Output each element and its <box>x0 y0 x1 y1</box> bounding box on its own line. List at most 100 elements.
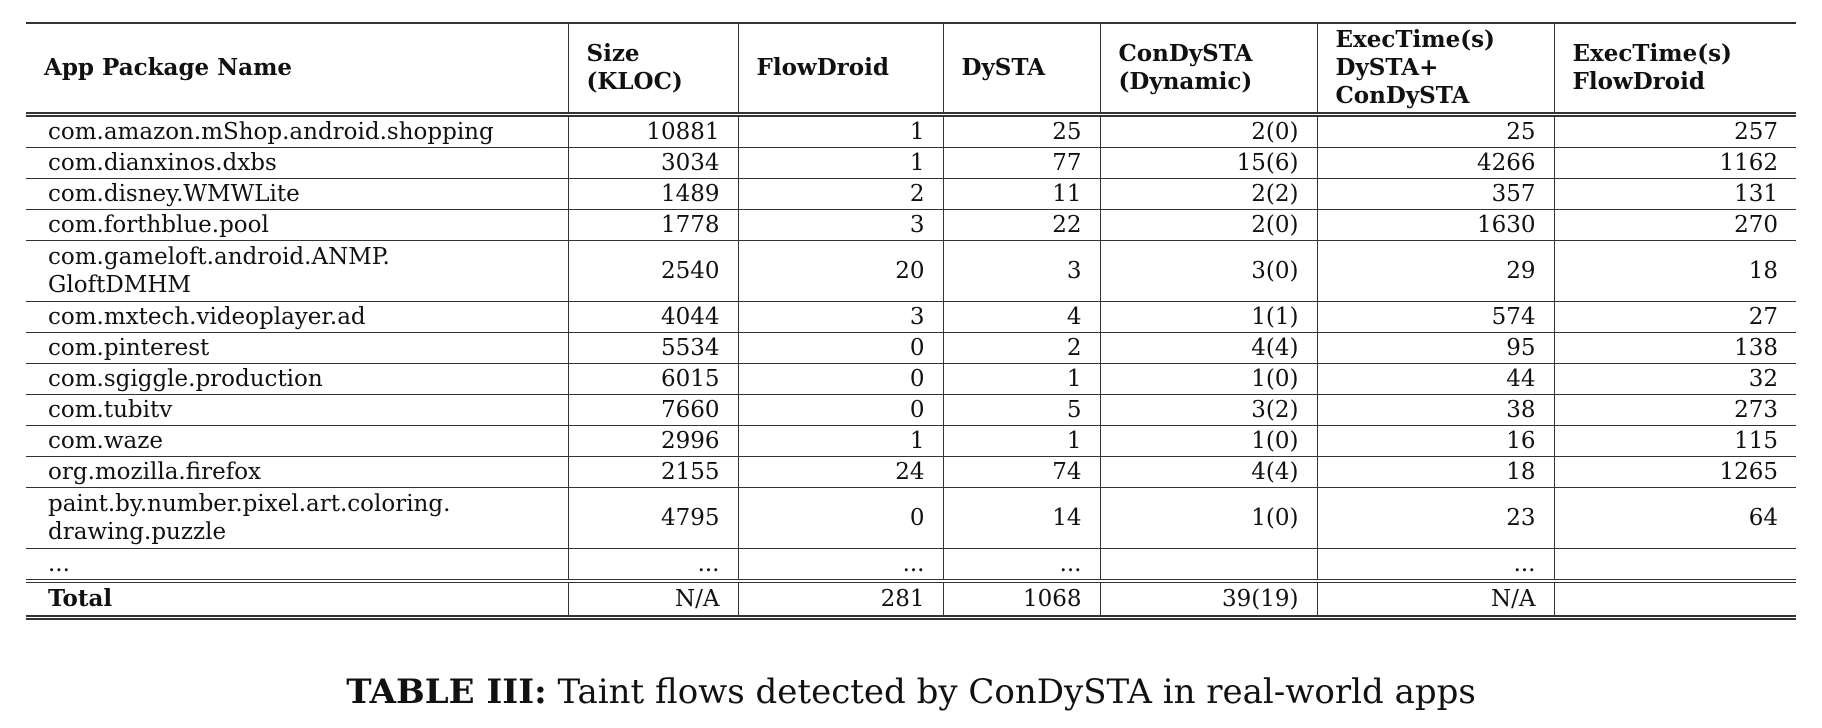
flowdroid-cell: 24 <box>737 456 943 488</box>
header-line: (Dynamic) <box>1118 68 1253 95</box>
app-package-name-cell: com.pinterest <box>26 332 568 364</box>
header-exectime-dysta-condysta: ExecTime(s) DySTA+ ConDySTA <box>1316 22 1554 117</box>
table-row: com.pinterest 5534 0 2 4(4) 95 138 <box>26 332 1796 364</box>
exec-flowdroid-cell: 257 <box>1553 114 1796 148</box>
flowdroid-cell: ... <box>737 548 943 582</box>
exec-dysta-condysta-cell: 4266 <box>1316 147 1554 179</box>
taint-flows-table: App Package Name Size (KLOC) FlowDroid DySTA… <box>26 22 1796 620</box>
header-line: Size <box>586 40 640 67</box>
header-line: App Package Name <box>44 54 293 81</box>
header-line: FlowDroid <box>756 54 889 81</box>
header-line: ConDySTA <box>1335 82 1470 109</box>
size-cell: 4795 <box>567 487 738 549</box>
condysta-cell: 15(6) <box>1099 147 1317 179</box>
total-dysta-cell: 1068 <box>942 579 1100 620</box>
condysta-cell: 1(0) <box>1099 425 1317 457</box>
table-row: com.sgiggle.production 6015 0 1 1(0) 44 32 <box>26 363 1796 395</box>
table-row: com.tubitv 7660 0 5 3(2) 38 273 <box>26 394 1796 426</box>
dysta-cell: 77 <box>942 147 1100 179</box>
flowdroid-cell: 0 <box>737 487 943 549</box>
table-header-row: App Package Name Size (KLOC) FlowDroid DySTA… <box>26 22 1796 117</box>
header-exectime-flowdroid: ExecTime(s) FlowDroid <box>1553 22 1796 117</box>
table-row: com.mxtech.videoplayer.ad 4044 3 4 1(1) 574 27 <box>26 301 1796 333</box>
size-cell: 6015 <box>567 363 738 395</box>
total-size-cell: N/A <box>567 579 738 620</box>
dysta-cell: 11 <box>942 178 1100 210</box>
table-row: com.dianxinos.dxbs 3034 1 77 15(6) 4266 1162 <box>26 147 1796 179</box>
header-dysta: DySTA <box>942 22 1100 117</box>
header-app-package-name: App Package Name <box>26 22 568 117</box>
size-cell: 2996 <box>567 425 738 457</box>
condysta-cell: 2(0) <box>1099 209 1317 241</box>
exec-flowdroid-cell: 273 <box>1553 394 1796 426</box>
app-package-name-cell: com.mxtech.videoplayer.ad <box>26 301 568 333</box>
exec-dysta-condysta-cell: 1630 <box>1316 209 1554 241</box>
flowdroid-cell: 0 <box>737 394 943 426</box>
exec-dysta-condysta-cell: ... <box>1316 548 1554 582</box>
condysta-cell: 1(0) <box>1099 487 1317 549</box>
condysta-cell: 2(0) <box>1099 114 1317 148</box>
exec-dysta-condysta-cell: 44 <box>1316 363 1554 395</box>
app-name-line: com.sgiggle.production <box>48 366 323 392</box>
app-name-line: com.amazon.mShop.android.shopping <box>48 119 494 145</box>
dysta-cell: 3 <box>942 240 1100 302</box>
app-package-name-cell: com.dianxinos.dxbs <box>26 147 568 179</box>
header-line: ConDySTA <box>1118 40 1253 67</box>
caption-label: TABLE III: <box>346 672 547 712</box>
condysta-cell: 3(0) <box>1099 240 1317 302</box>
exec-flowdroid-cell: 32 <box>1553 363 1796 395</box>
app-package-name-cell: com.sgiggle.production <box>26 363 568 395</box>
total-condysta-cell: 39(19) <box>1099 579 1317 620</box>
header-line: DySTA+ <box>1335 54 1439 81</box>
table-row: paint.by.number.pixel.art.coloring. drawi… <box>26 487 1796 549</box>
condysta-cell: 3(2) <box>1099 394 1317 426</box>
app-package-name-cell: paint.by.number.pixel.art.coloring. drawi… <box>26 487 568 549</box>
app-package-name-cell: ... <box>26 548 568 582</box>
app-name-line: com.pinterest <box>48 335 210 361</box>
header-condysta: ConDySTA (Dynamic) <box>1099 22 1317 117</box>
app-name-line: GloftDMHM <box>48 272 191 298</box>
header-flowdroid: FlowDroid <box>737 22 943 117</box>
header-line: (KLOC) <box>586 68 683 95</box>
size-cell: 2540 <box>567 240 738 302</box>
condysta-cell: 1(1) <box>1099 301 1317 333</box>
size-cell: ... <box>567 548 738 582</box>
table-row: org.mozilla.firefox 2155 24 74 4(4) 18 1265 <box>26 456 1796 488</box>
size-cell: 2155 <box>567 456 738 488</box>
exec-flowdroid-cell: 18 <box>1553 240 1796 302</box>
app-name-line: com.dianxinos.dxbs <box>48 150 277 176</box>
app-package-name-cell: com.waze <box>26 425 568 457</box>
condysta-cell: 4(4) <box>1099 332 1317 364</box>
exec-dysta-condysta-cell: 357 <box>1316 178 1554 210</box>
condysta-cell: 2(2) <box>1099 178 1317 210</box>
app-package-name-cell: com.tubitv <box>26 394 568 426</box>
app-name-line: paint.by.number.pixel.art.coloring. <box>48 491 451 517</box>
size-cell: 5534 <box>567 332 738 364</box>
app-package-name-cell: com.disney.WMWLite <box>26 178 568 210</box>
dysta-cell: 74 <box>942 456 1100 488</box>
flowdroid-cell: 0 <box>737 363 943 395</box>
exec-flowdroid-cell: 270 <box>1553 209 1796 241</box>
size-cell: 10881 <box>567 114 738 148</box>
exec-dysta-condysta-cell: 18 <box>1316 456 1554 488</box>
dysta-cell: 4 <box>942 301 1100 333</box>
exec-dysta-condysta-cell: 38 <box>1316 394 1554 426</box>
exec-flowdroid-cell: 138 <box>1553 332 1796 364</box>
flowdroid-cell: 2 <box>737 178 943 210</box>
exec-dysta-condysta-cell: 95 <box>1316 332 1554 364</box>
exec-dysta-condysta-cell: 23 <box>1316 487 1554 549</box>
condysta-cell: 4(4) <box>1099 456 1317 488</box>
dysta-cell: 1 <box>942 425 1100 457</box>
total-exec-flowdroid-cell <box>1553 579 1796 620</box>
app-name-line: com.forthblue.pool <box>48 212 269 238</box>
flowdroid-cell: 20 <box>737 240 943 302</box>
app-name-line: com.gameloft.android.ANMP. <box>48 244 390 270</box>
header-line: FlowDroid <box>1572 68 1705 95</box>
table-caption: TABLE III: Taint flows detected by ConDy… <box>0 672 1822 712</box>
results-table-container: App Package Name Size (KLOC) FlowDroid DySTA… <box>26 22 1796 620</box>
exec-flowdroid-cell: 1265 <box>1553 456 1796 488</box>
dysta-cell: 22 <box>942 209 1100 241</box>
total-flowdroid-cell: 281 <box>737 579 943 620</box>
dysta-cell: 14 <box>942 487 1100 549</box>
exec-flowdroid-cell: 64 <box>1553 487 1796 549</box>
